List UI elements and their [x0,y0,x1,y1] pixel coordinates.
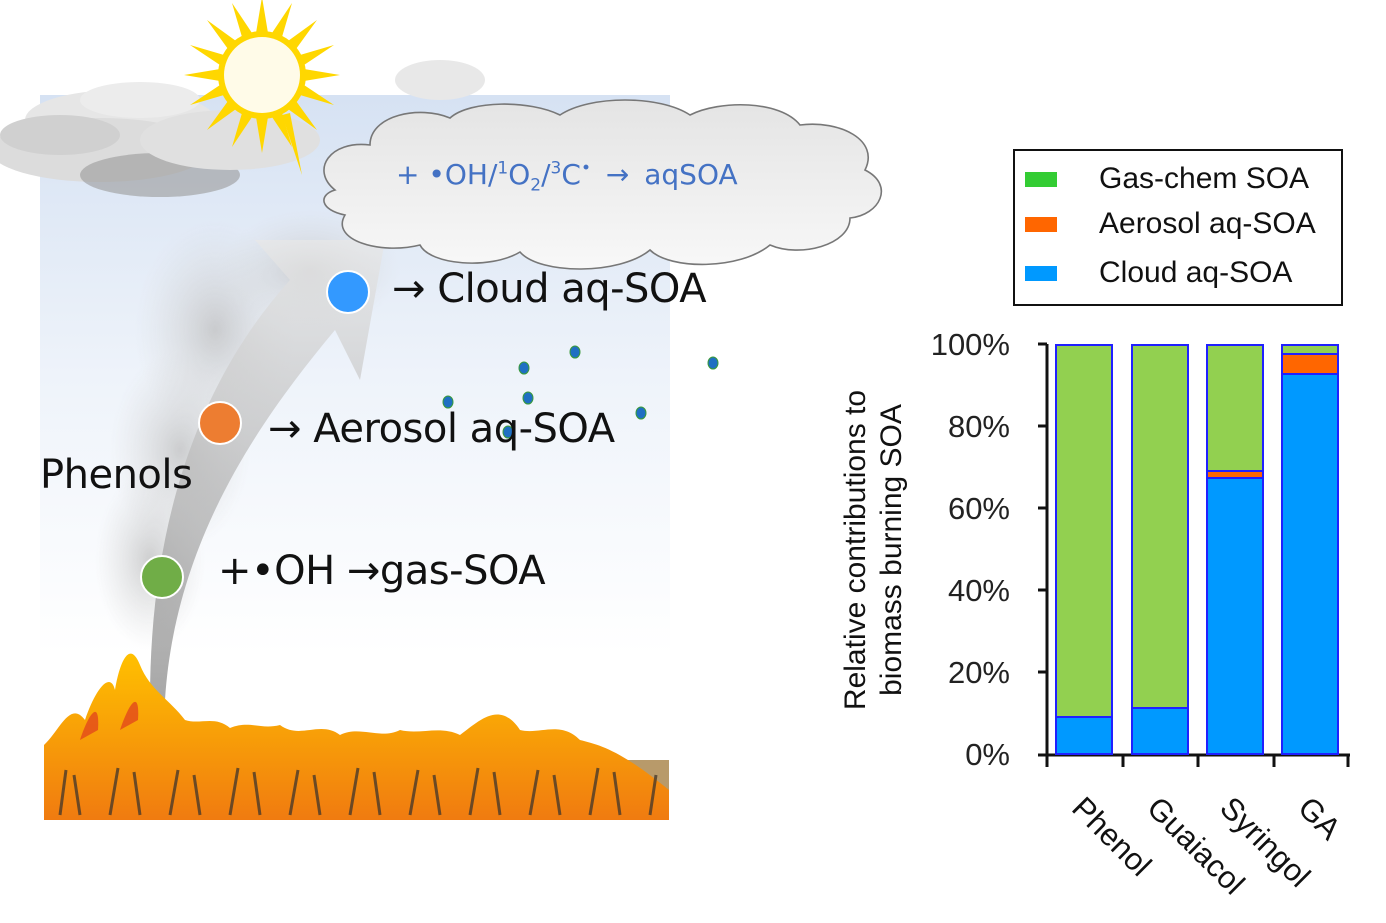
legend-label: Gas-chem SOA [1099,162,1310,195]
sun-icon [184,0,340,175]
bar-segment-gas-chem [1131,344,1189,709]
reaction-o: O [508,158,531,191]
aerosol-pathway-dot [198,401,242,445]
reaction-c: C [561,158,581,191]
y-axis-label: Relative contributions to biomass burnin… [838,340,910,760]
cloud-aq-soa-label: → Cloud aq-SOA [392,266,707,312]
y-axis-label-line2: biomass burning SOA [875,404,908,696]
legend-label: Aerosol aq-SOA [1099,207,1316,240]
bar-phenol [1055,344,1113,755]
legend-item-cloud: Cloud aq-SOA [1015,253,1292,293]
ytick-0: 0% [965,737,1010,772]
reaction-slash: / [541,158,551,191]
reaction-sup3: 3 [550,158,562,179]
chart-axes [1038,342,1350,767]
bar-segment-gas-chem [1055,344,1113,718]
legend-item-aerosol: Aerosol aq-SOA [1015,204,1316,244]
y-axis-label-line1: Relative contributions to [839,389,872,711]
reaction-product: aqSOA [644,158,738,191]
ytick-60: 60% [947,491,1010,526]
legend-swatch-green [1025,171,1057,187]
cloud-reaction-equation: + •OH/1O2/3C• → aqSOA [396,158,738,196]
xtick-ga: GA [1291,790,1348,847]
phenols-label: Phenols [40,452,193,498]
ytick-40: 40% [947,573,1010,608]
reaction-arrow-icon: → [605,158,630,191]
reaction-oh: + •OH/ [396,158,498,191]
bar-segment-cloud [1206,477,1264,755]
bar-segment-aerosol [1281,353,1339,375]
xtick-phenol: Phenol [1065,790,1159,884]
bar-segment-gas-chem [1206,344,1264,472]
aerosol-particles [442,345,719,439]
reaction-radical-dot: • [580,158,591,179]
legend-swatch-orange [1025,216,1057,232]
chart-legend: Gas-chem SOA Aerosol aq-SOA Cloud aq-SOA [1013,149,1343,306]
cloud-pathway-dot [326,270,370,314]
ytick-100: 100% [930,327,1010,362]
bar-guaiacol [1131,344,1189,755]
gas-pathway-dot [140,555,184,599]
bar-segment-cloud [1281,373,1339,755]
legend-label: Cloud aq-SOA [1099,256,1293,289]
ytick-20: 20% [947,655,1010,690]
fire-icon [44,653,669,820]
ytick-80: 80% [947,409,1010,444]
reaction-sub2: 2 [530,175,542,196]
reaction-sup1: 1 [497,158,509,179]
gas-soa-label: +•OH →gas-SOA [218,548,546,594]
schematic-illustration [0,0,883,820]
aerosol-aq-soa-label: → Aerosol aq-SOA [268,406,615,452]
reaction-cloud-shape [323,99,883,270]
bar-segment-cloud [1131,707,1189,755]
bar-ga [1281,344,1339,755]
bar-syringol [1206,344,1264,755]
legend-swatch-blue [1025,265,1057,281]
bar-segment-cloud [1055,716,1113,755]
storm-clouds [0,60,485,197]
legend-item-gas-chem: Gas-chem SOA [1015,159,1309,199]
